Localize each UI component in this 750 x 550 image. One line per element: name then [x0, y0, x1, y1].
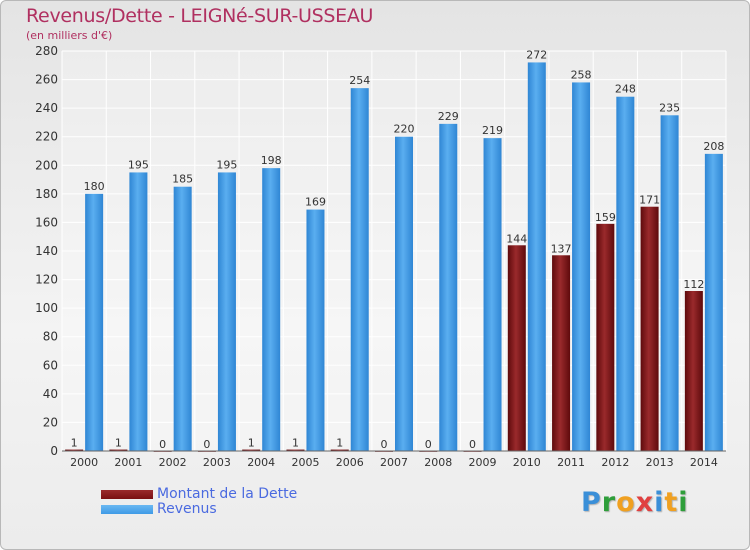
bar-dette-2010: [507, 245, 526, 451]
x-tick-label: 2002: [159, 456, 187, 469]
data-label-dette-2009: 0: [469, 438, 476, 451]
y-tick-label: 180: [35, 187, 58, 201]
x-tick-label: 2009: [469, 456, 497, 469]
data-label-revenus-2013: 235: [659, 101, 680, 114]
x-tick-label: 2000: [70, 456, 98, 469]
x-tick-label: 2011: [557, 456, 585, 469]
x-tick-label: 2004: [247, 456, 275, 469]
y-tick-label: 240: [35, 101, 58, 115]
legend-item-revenus: Revenus: [101, 502, 297, 517]
data-label-dette-2006: 1: [336, 437, 343, 450]
bar-dette-2006: [330, 449, 349, 451]
data-label-revenus-2004: 198: [261, 154, 282, 167]
x-tick-label: 2013: [646, 456, 674, 469]
data-label-dette-2007: 0: [381, 438, 388, 451]
y-tick-label: 0: [50, 444, 58, 458]
x-tick-label: 2006: [336, 456, 364, 469]
data-label-dette-2001: 1: [115, 437, 122, 450]
data-label-revenus-2010: 272: [526, 48, 547, 61]
data-label-dette-2000: 1: [71, 437, 78, 450]
bar-revenus-2012: [616, 96, 635, 451]
bar-dette-2011: [552, 255, 571, 451]
data-label-revenus-2000: 180: [84, 180, 105, 193]
data-label-dette-2013: 171: [639, 194, 660, 207]
chart-legend: Montant de la Dette Revenus: [101, 487, 297, 517]
x-tick-label: 2005: [291, 456, 319, 469]
bar-dette-2000: [65, 449, 84, 451]
data-label-revenus-2003: 195: [216, 158, 237, 171]
bar-revenus-2005: [306, 209, 325, 451]
data-label-dette-2011: 137: [551, 242, 572, 255]
bar-dette-2004: [242, 449, 261, 451]
data-label-dette-2002: 0: [159, 438, 166, 451]
bar-dette-2012: [596, 223, 615, 451]
bar-revenus-2006: [350, 88, 369, 452]
bar-revenus-2003: [217, 172, 236, 451]
bar-revenus-2011: [572, 82, 591, 451]
y-tick-label: 80: [43, 330, 58, 344]
data-label-revenus-2001: 195: [128, 158, 149, 171]
bar-revenus-2013: [660, 115, 679, 452]
y-tick-label: 280: [35, 44, 58, 58]
data-label-dette-2008: 0: [425, 438, 432, 451]
bar-revenus-2004: [262, 168, 281, 451]
data-label-revenus-2012: 248: [615, 83, 636, 96]
x-tick-label: 2008: [424, 456, 452, 469]
data-label-revenus-2005: 169: [305, 196, 326, 209]
bar-dette-2014: [684, 291, 703, 451]
y-tick-label: 260: [35, 73, 58, 87]
legend-swatch-dette: [101, 490, 153, 499]
bar-revenus-2014: [704, 153, 723, 451]
data-label-dette-2012: 159: [595, 211, 616, 224]
data-label-revenus-2007: 220: [394, 123, 415, 136]
bar-revenus-2001: [129, 172, 148, 451]
legend-label-revenus: Revenus: [157, 501, 217, 517]
y-tick-label: 120: [35, 273, 58, 287]
bar-dette-2013: [640, 206, 659, 451]
bar-dette-2001: [109, 449, 128, 451]
y-tick-label: 60: [43, 358, 58, 372]
x-tick-label: 2014: [690, 456, 718, 469]
bar-dette-2005: [286, 449, 305, 451]
legend-label-dette: Montant de la Dette: [157, 486, 298, 502]
data-label-dette-2004: 1: [248, 437, 255, 450]
bar-revenus-2009: [483, 138, 502, 451]
data-label-revenus-2011: 258: [571, 68, 592, 81]
x-tick-label: 2001: [114, 456, 142, 469]
chart-subtitle: (en milliers d'€): [26, 29, 113, 42]
data-label-revenus-2009: 219: [482, 124, 503, 137]
x-tick-label: 2003: [203, 456, 231, 469]
y-tick-label: 160: [35, 215, 58, 229]
bar-revenus-2000: [85, 193, 104, 451]
x-tick-label: 2010: [513, 456, 541, 469]
legend-swatch-revenus: [101, 505, 153, 514]
y-tick-label: 220: [35, 130, 58, 144]
data-label-revenus-2014: 208: [703, 140, 724, 153]
legend-item-dette: Montant de la Dette: [101, 487, 297, 502]
data-label-dette-2005: 1: [292, 437, 299, 450]
bar-revenus-2002: [173, 186, 192, 451]
bar-revenus-2008: [439, 123, 458, 451]
data-label-dette-2014: 112: [683, 278, 704, 291]
x-tick-label: 2007: [380, 456, 408, 469]
chart-title: Revenus/Dette - LEIGNé-SUR-USSEAU: [26, 5, 374, 27]
x-tick-label: 2012: [601, 456, 629, 469]
bar-revenus-2010: [527, 62, 546, 452]
bar-revenus-2007: [395, 136, 413, 451]
data-label-revenus-2006: 254: [349, 74, 370, 87]
data-label-dette-2003: 0: [203, 438, 210, 451]
data-label-dette-2010: 144: [506, 232, 527, 245]
data-label-revenus-2008: 229: [438, 110, 459, 123]
proxiti-logo: Proxiti: [581, 487, 689, 518]
y-tick-label: 40: [43, 387, 58, 401]
data-label-revenus-2002: 185: [172, 173, 193, 186]
y-tick-label: 20: [43, 415, 58, 429]
y-tick-label: 100: [35, 301, 58, 315]
y-tick-label: 200: [35, 158, 58, 172]
y-tick-label: 140: [35, 244, 58, 258]
